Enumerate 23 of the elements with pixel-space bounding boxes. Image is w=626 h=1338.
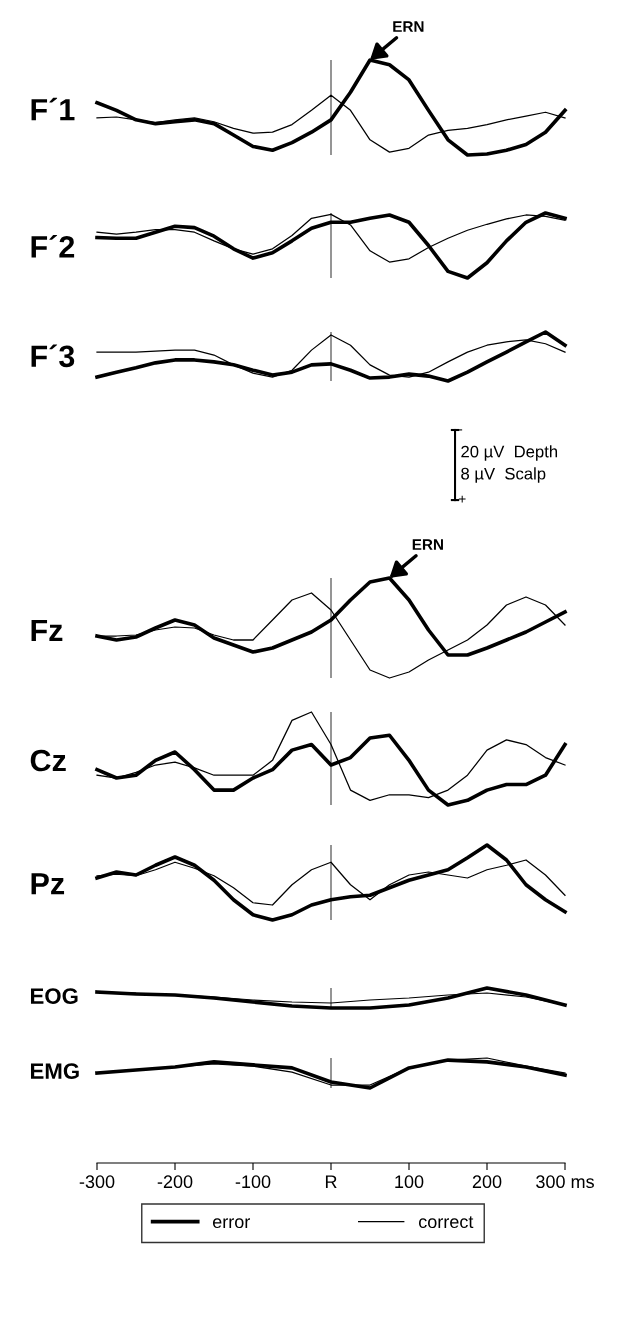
- x-tick-label: -100: [235, 1175, 271, 1189]
- annotation: ERN: [393, 21, 424, 32]
- y-axis-title: EMG: [30, 1063, 79, 1079]
- y-axis-title: Cz: [30, 749, 66, 772]
- y-axis-title: F´1: [31, 97, 75, 121]
- y-axis-title: F´2: [31, 234, 75, 258]
- x-tick-label: -300: [79, 1175, 115, 1189]
- text: +: [458, 495, 466, 503]
- legend-label: correct: [418, 1216, 474, 1229]
- x-tick-label: R: [325, 1175, 337, 1188]
- text: -: [458, 429, 463, 431]
- text: 8 µV Scalp: [461, 467, 546, 483]
- x-tick-label: 200: [472, 1175, 502, 1189]
- y-axis-title: F´3: [31, 344, 75, 368]
- y-axis-title: EOG: [30, 988, 78, 1004]
- annotation: ERN: [412, 539, 443, 550]
- legend-label: error: [212, 1218, 251, 1229]
- y-axis-title: Fz: [31, 619, 63, 641]
- x-tick-label: 300 ms: [536, 1175, 594, 1189]
- x-tick-label: -200: [157, 1175, 193, 1189]
- x-tick-label: 100: [395, 1175, 424, 1189]
- y-axis-title: Pz: [31, 873, 65, 895]
- text: 20 µV Depth: [461, 445, 558, 461]
